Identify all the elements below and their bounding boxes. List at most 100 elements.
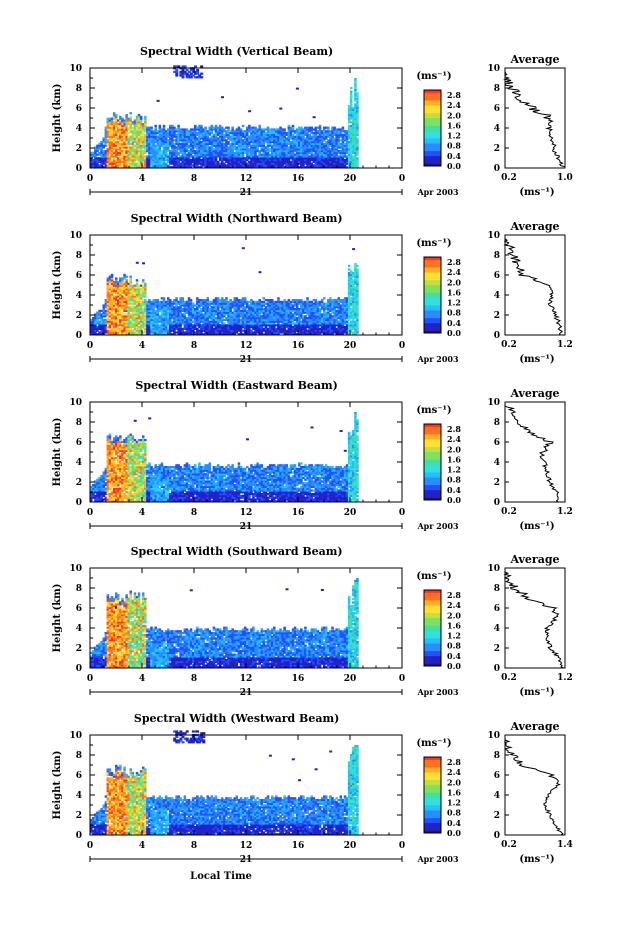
heatmap-cell bbox=[271, 322, 274, 325]
heatmap-cell bbox=[175, 130, 178, 133]
heatmap-cell bbox=[302, 148, 305, 151]
heatmap-cell bbox=[308, 139, 311, 142]
heatmap-cell bbox=[354, 150, 357, 153]
heatmap-cell bbox=[273, 160, 276, 163]
heatmap-cell bbox=[354, 105, 357, 108]
heatmap-cell bbox=[347, 121, 351, 124]
heatmap-cell bbox=[285, 162, 288, 165]
heatmap-cell bbox=[112, 128, 116, 131]
heatmap-cell bbox=[142, 262, 145, 265]
heatmap-cell bbox=[254, 326, 257, 329]
heatmap-cell bbox=[110, 126, 114, 129]
heatmap-cell bbox=[347, 160, 351, 163]
heatmap-cell bbox=[173, 126, 176, 129]
heatmap-cell bbox=[285, 150, 288, 153]
heatmap-cell bbox=[231, 135, 234, 138]
y-tick-label: 4 bbox=[76, 124, 82, 134]
heatmap-cell bbox=[152, 311, 155, 314]
heatmap-cell bbox=[327, 128, 330, 131]
heatmap-cell bbox=[187, 326, 191, 329]
heatmap-cell bbox=[171, 326, 174, 329]
heatmap-cell bbox=[283, 128, 286, 131]
colorbar-segment bbox=[424, 120, 441, 124]
heatmap-cell bbox=[268, 299, 272, 302]
heatmap-cell bbox=[160, 302, 164, 305]
heatmap-cell bbox=[181, 150, 184, 153]
heatmap-cell bbox=[212, 320, 216, 323]
heatmap-cell bbox=[133, 313, 137, 316]
heatmap-cell bbox=[241, 329, 245, 332]
heatmap-cell bbox=[314, 159, 318, 162]
heatmap-cell bbox=[125, 157, 128, 160]
heatmap-cell bbox=[164, 146, 168, 149]
heatmap-cell bbox=[156, 130, 160, 133]
heatmap-cell bbox=[94, 327, 97, 330]
heatmap-cell bbox=[187, 308, 191, 311]
heatmap-cell bbox=[239, 306, 243, 309]
heatmap-cell bbox=[123, 159, 126, 162]
heatmap-cell bbox=[183, 153, 187, 156]
heatmap-cell bbox=[256, 315, 259, 318]
heatmap-cell bbox=[129, 155, 132, 158]
heatmap-cell bbox=[239, 144, 243, 147]
heatmap-cell bbox=[312, 148, 316, 151]
heatmap-cell bbox=[347, 162, 351, 165]
heatmap-cell bbox=[142, 150, 145, 153]
heatmap-cell bbox=[314, 144, 318, 147]
heatmap-cell bbox=[189, 144, 193, 147]
heatmap-cell bbox=[200, 164, 203, 167]
heatmap-cell bbox=[206, 317, 209, 320]
heatmap-cell bbox=[200, 76, 204, 79]
heatmap-cell bbox=[152, 146, 155, 149]
heatmap-cell bbox=[133, 318, 137, 321]
heatmap-cell bbox=[210, 159, 214, 162]
heatmap-cell bbox=[221, 308, 224, 311]
heatmap-cell bbox=[144, 117, 147, 120]
heatmap-cell bbox=[183, 313, 187, 316]
heatmap-cell bbox=[264, 302, 268, 305]
heatmap-cell bbox=[90, 153, 93, 156]
heatmap-cell bbox=[281, 142, 284, 145]
heatmap-cell bbox=[189, 76, 193, 79]
heatmap-cell bbox=[262, 153, 266, 156]
heatmap-cell bbox=[148, 151, 151, 154]
heatmap-cell bbox=[268, 326, 272, 329]
heatmap-cell bbox=[241, 306, 245, 309]
heatmap-cell bbox=[98, 322, 101, 325]
heatmap-cell bbox=[117, 302, 120, 305]
heatmap-cell bbox=[325, 159, 328, 162]
heatmap-cell bbox=[347, 117, 351, 120]
heatmap-cell bbox=[104, 164, 108, 167]
heatmap-cell bbox=[287, 150, 291, 153]
heatmap-cell bbox=[177, 157, 180, 160]
heatmap-cell bbox=[345, 150, 349, 153]
heatmap-cell bbox=[139, 291, 143, 294]
heatmap-cell bbox=[133, 320, 137, 323]
heatmap-cell bbox=[227, 132, 230, 135]
heatmap-cell bbox=[237, 324, 241, 327]
heatmap-cell bbox=[250, 150, 253, 153]
heatmap-cell bbox=[127, 141, 130, 144]
heatmap-cell bbox=[256, 300, 259, 303]
heatmap-cell bbox=[306, 159, 309, 162]
heatmap-cell bbox=[221, 160, 224, 163]
heatmap-cell bbox=[110, 284, 114, 287]
heatmap-cell bbox=[194, 327, 197, 330]
heatmap-cell bbox=[341, 155, 345, 158]
heatmap-cell bbox=[112, 327, 116, 330]
heatmap-cell bbox=[273, 139, 276, 142]
heatmap-cell bbox=[158, 153, 162, 156]
heatmap-cell bbox=[117, 293, 120, 296]
heatmap-cell bbox=[196, 159, 199, 162]
heatmap-cell bbox=[183, 304, 187, 307]
heatmap-cell bbox=[139, 317, 143, 320]
heatmap-cell bbox=[198, 331, 201, 334]
heatmap-cell bbox=[185, 157, 189, 160]
heatmap-cell bbox=[271, 135, 274, 138]
heatmap-cell bbox=[229, 153, 232, 156]
heatmap-cell bbox=[146, 315, 149, 318]
heatmap-cell bbox=[117, 159, 120, 162]
heatmap-cell bbox=[333, 146, 336, 149]
heatmap-cell bbox=[200, 126, 203, 129]
heatmap-cell bbox=[304, 133, 307, 136]
